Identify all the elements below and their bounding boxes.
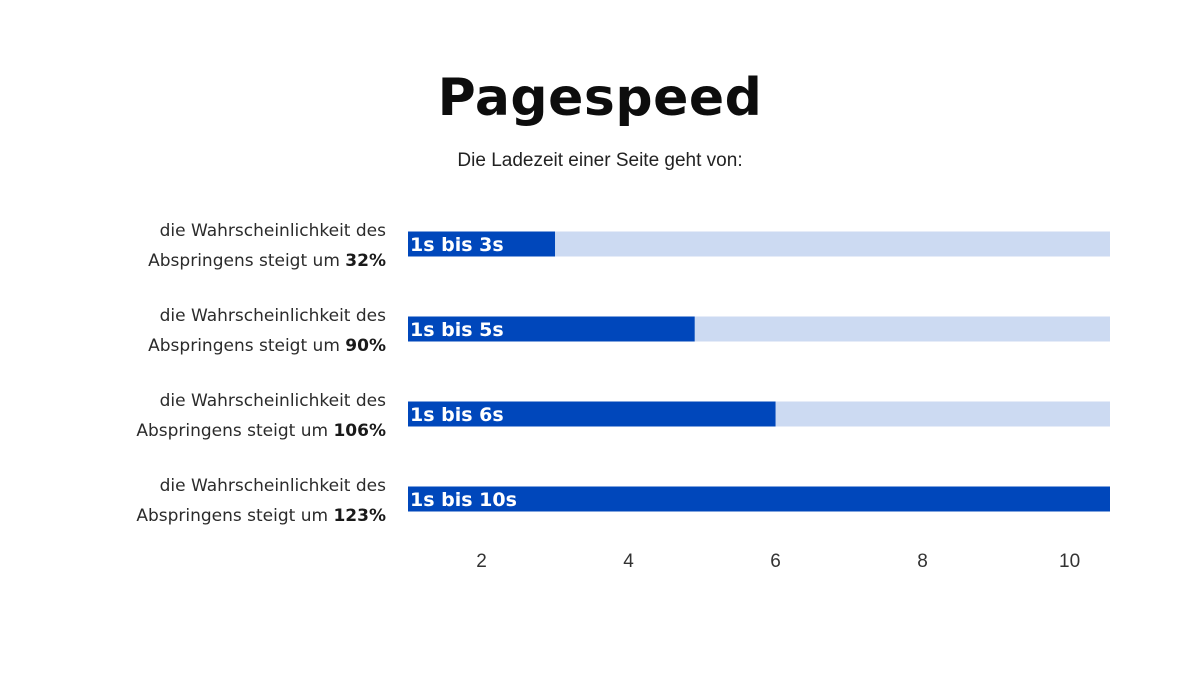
row-label-line2: Abspringens steigt um 106% bbox=[136, 421, 386, 441]
row-label-percent: 32% bbox=[345, 251, 386, 271]
bar-category-label: 1s bis 5s bbox=[410, 319, 504, 341]
bar-category-label: 1s bis 10s bbox=[410, 489, 517, 511]
x-tick-label: 8 bbox=[917, 551, 928, 572]
row-label-line2: Abspringens steigt um 90% bbox=[148, 336, 386, 356]
row-label-line1: die Wahrscheinlichkeit des bbox=[160, 306, 387, 326]
bar bbox=[408, 231, 556, 257]
bar bbox=[408, 316, 695, 342]
row-label-percent: 90% bbox=[345, 336, 386, 356]
row-label-text: Abspringens steigt um bbox=[136, 421, 333, 441]
row-label-line1: die Wahrscheinlichkeit des bbox=[160, 391, 387, 411]
row-label-percent: 123% bbox=[333, 506, 386, 526]
row-label-line1: die Wahrscheinlichkeit des bbox=[160, 221, 387, 241]
x-tick-label: 2 bbox=[476, 551, 487, 572]
x-tick-label: 6 bbox=[770, 551, 781, 572]
row-label-text: Abspringens steigt um bbox=[136, 506, 333, 526]
row-label-line2: Abspringens steigt um 123% bbox=[136, 506, 386, 526]
chart-title: Pagespeed bbox=[437, 68, 763, 128]
chart-subtitle: Die Ladezeit einer Seite geht von: bbox=[457, 150, 743, 171]
bar-category-label: 1s bis 3s bbox=[410, 234, 504, 256]
row-label-text: Abspringens steigt um bbox=[148, 251, 345, 271]
x-tick-label: 4 bbox=[623, 551, 634, 572]
row-label-line1: die Wahrscheinlichkeit des bbox=[160, 476, 387, 496]
bar bbox=[408, 486, 1110, 512]
row-label-text: Abspringens steigt um bbox=[148, 336, 345, 356]
row-label-percent: 106% bbox=[333, 421, 386, 441]
row-label-line2: Abspringens steigt um 32% bbox=[148, 251, 386, 271]
bar-category-label: 1s bis 6s bbox=[410, 404, 504, 426]
x-tick-label: 10 bbox=[1059, 551, 1080, 572]
bar bbox=[408, 401, 776, 427]
